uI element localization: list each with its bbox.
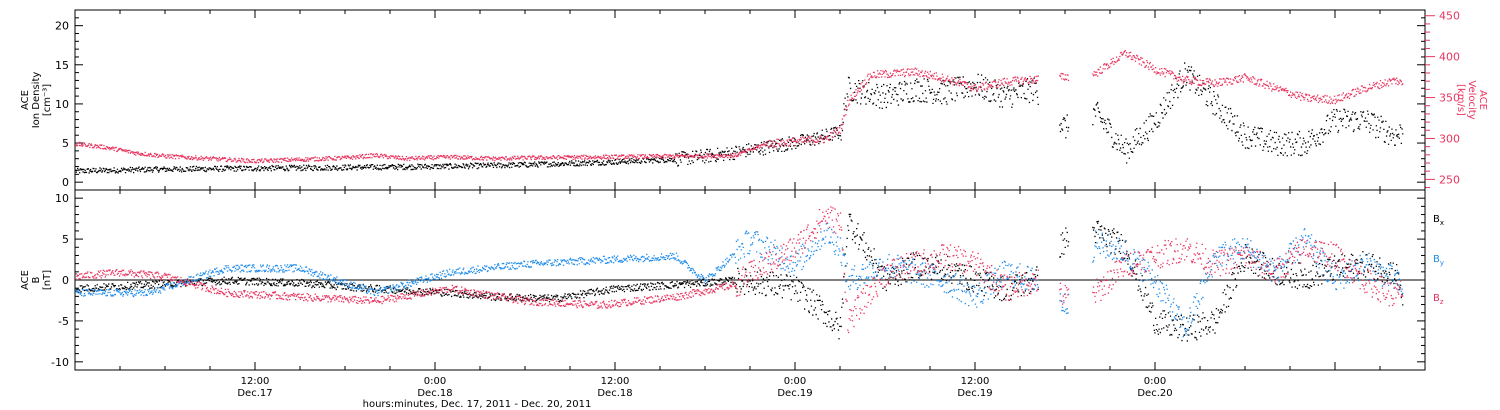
- series-bx: [75, 213, 1404, 342]
- bottom-tick-label: 10: [55, 192, 69, 205]
- left-tick-label: 20: [55, 20, 69, 33]
- x-axis-label: hours:minutes, Dec. 17, 2011 - Dec. 20, …: [363, 399, 592, 410]
- x-tick-date: Dec.19: [957, 388, 992, 399]
- axis-title-line: [cm⁻³]: [42, 84, 53, 116]
- legend-symbol: B: [1433, 254, 1440, 265]
- x-tick-time: 0:00: [424, 376, 446, 387]
- left-tick-label: 15: [55, 59, 69, 72]
- x-tick-date: Dec.19: [777, 388, 812, 399]
- bottom-tick-label: 5: [62, 233, 69, 246]
- data-points: [75, 222, 1404, 338]
- bottom-tick-label: -10: [51, 356, 69, 369]
- right-tick-label: 450: [1439, 10, 1460, 23]
- legend-subscript: x: [1440, 219, 1444, 227]
- axis-title-line: [nT]: [42, 270, 53, 290]
- axis-title-line: ACE: [1477, 90, 1488, 110]
- legend-symbol: B: [1433, 214, 1440, 225]
- velocity-axis-title: ACEVelocity[km/s]: [1455, 80, 1488, 119]
- left-tick-label: 10: [55, 98, 69, 111]
- density-series: [75, 62, 1404, 174]
- right-tick-label: 250: [1439, 173, 1460, 186]
- x-tick-time: 12:00: [961, 376, 990, 387]
- axis-title-line: [km/s]: [1455, 84, 1466, 116]
- data-points: [75, 213, 1404, 342]
- top-series: [75, 50, 1404, 174]
- x-tick-date: Dec.20: [1137, 388, 1172, 399]
- series-by: [75, 222, 1404, 338]
- legend-subscript: z: [1440, 298, 1444, 306]
- legend-bx: Bx: [1433, 214, 1444, 227]
- bottom-tick-label: 0: [62, 274, 69, 287]
- x-tick-time: 12:00: [241, 376, 270, 387]
- legend-by: By: [1433, 254, 1444, 267]
- time-axis: 12:00Dec.170:00Dec.1812:00Dec.180:00Dec.…: [74, 10, 1426, 410]
- data-points: [75, 62, 1404, 174]
- x-tick-time: 12:00: [601, 376, 630, 387]
- legend-subscript: y: [1440, 259, 1444, 267]
- axis-title-line: Velocity: [1466, 80, 1477, 119]
- left-tick-label: 0: [62, 176, 69, 189]
- legend-bz: Bz: [1433, 293, 1444, 306]
- axis-title-line: B: [31, 276, 42, 283]
- density-axis-title: ACEIon Density[cm⁻³]: [20, 72, 53, 129]
- bottom-series: [75, 206, 1404, 342]
- legend-symbol: B: [1433, 293, 1440, 304]
- right-tick-label: 350: [1439, 92, 1460, 105]
- x-tick-time: 0:00: [784, 376, 806, 387]
- bottom-tick-label: -5: [58, 315, 69, 328]
- top-plot-frame: [74, 9, 1426, 191]
- x-tick-date: Dec.18: [597, 388, 632, 399]
- x-tick-date: Dec.17: [237, 388, 272, 399]
- x-tick-time: 0:00: [1144, 376, 1166, 387]
- x-tick-date: Dec.18: [417, 388, 452, 399]
- left-tick-label: 5: [62, 137, 69, 150]
- right-tick-label: 400: [1439, 51, 1460, 64]
- axis-title-line: Ion Density: [31, 72, 42, 129]
- axis-title-line: ACE: [20, 270, 31, 290]
- axis-title-line: ACE: [20, 90, 31, 110]
- right-tick-label: 300: [1439, 132, 1460, 145]
- field-axis-title: ACEB[nT]: [20, 270, 53, 290]
